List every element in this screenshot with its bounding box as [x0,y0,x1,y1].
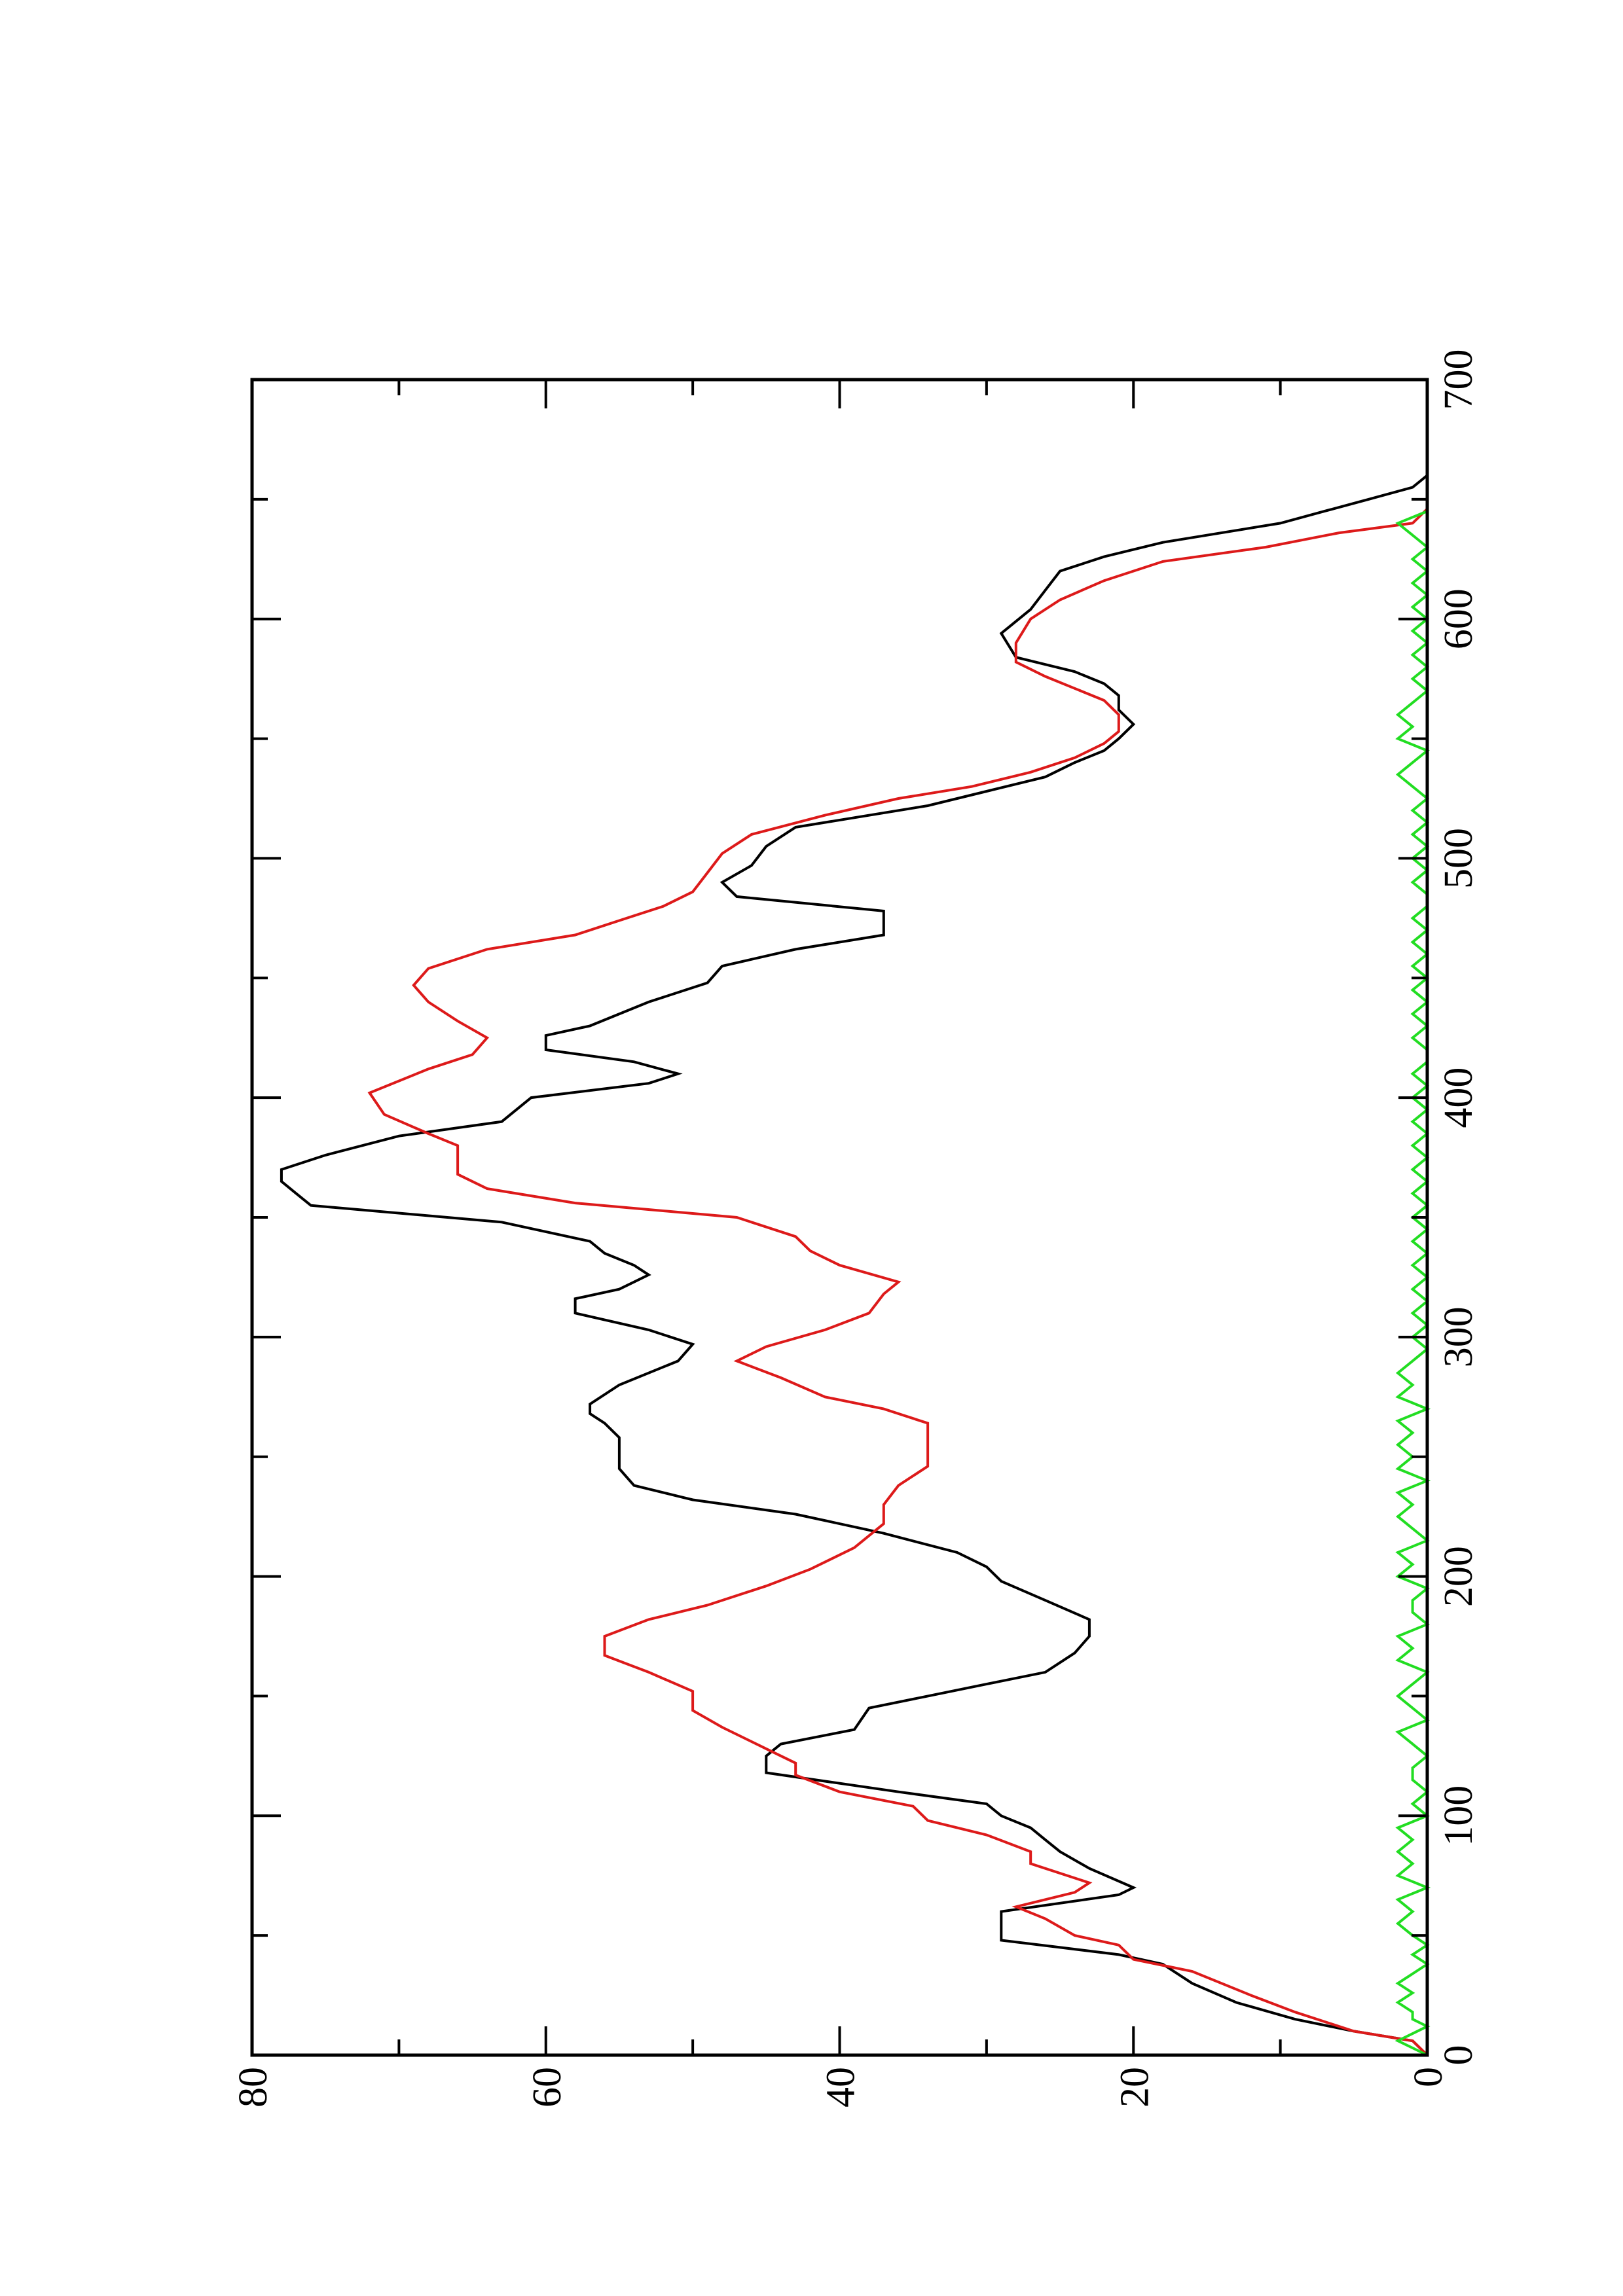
series-layer [280,474,1431,2056]
x-tick-label: 400 [1436,1067,1481,1128]
plot-area: 0 100 200 300 400 500 600 700 0 20 40 60 80 [231,350,1481,2108]
x-tick-label: 200 [1436,1546,1481,1607]
x-tick-label: 300 [1436,1306,1481,1367]
x-tick-label: 100 [1436,1785,1481,1846]
series-line-3 [1395,475,1431,2056]
ticks-layer [251,378,1429,2056]
y-tick-label: 20 [1112,2067,1157,2108]
x-tick-label: 0 [1436,2045,1481,2066]
y-tick-label: 60 [525,2067,570,2108]
y-tick-label: 0 [1406,2067,1451,2087]
series-line-2 [367,508,1429,2056]
x-tick-label: 600 [1436,588,1481,649]
plot-frame [250,378,1429,2057]
tick-labels-layer: 0 100 200 300 400 500 600 700 0 20 40 60 80 [231,350,1481,2108]
x-tick-label: 700 [1436,350,1481,410]
y-tick-label: 80 [231,2067,276,2108]
y-tick-label: 40 [819,2067,864,2108]
x-tick-label: 500 [1436,828,1481,889]
series-line-1 [280,474,1429,2056]
